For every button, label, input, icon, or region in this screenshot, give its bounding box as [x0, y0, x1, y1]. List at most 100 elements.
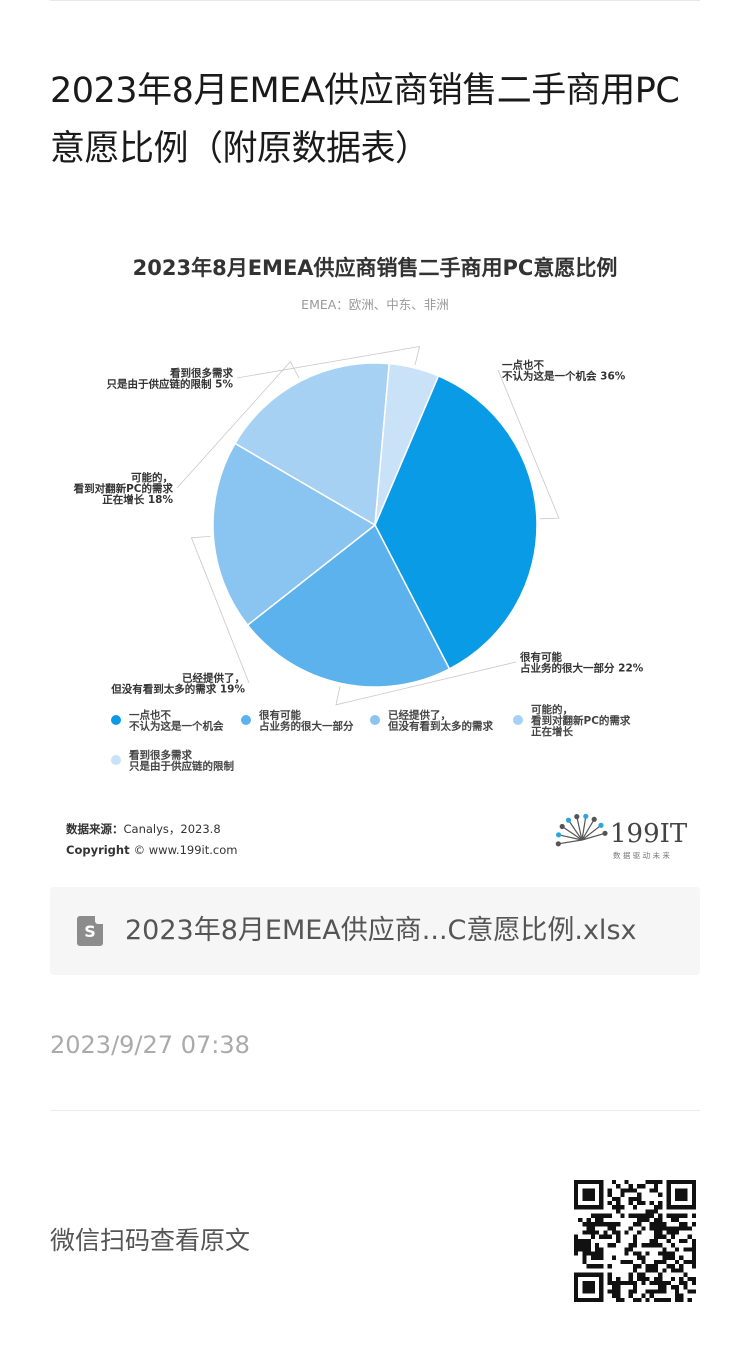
- qr-module: [611, 1230, 617, 1235]
- qr-module: [599, 1247, 604, 1252]
- qr-module: [632, 1188, 638, 1193]
- pie-slice: [374, 362, 440, 526]
- qr-module: [590, 1205, 596, 1210]
- qr-module: [658, 1297, 663, 1302]
- qr-module: [624, 1259, 629, 1265]
- qr-module: [582, 1247, 587, 1252]
- qr-module: [595, 1251, 600, 1256]
- qr-module: [683, 1192, 688, 1197]
- qr-module: [658, 1272, 663, 1277]
- qr-module: [611, 1222, 617, 1227]
- qr-module: [574, 1297, 579, 1302]
- qr-module: [666, 1196, 671, 1202]
- qr-module: [637, 1217, 642, 1223]
- legend-label: 不认为这是一个机会: [129, 720, 224, 733]
- qr-module: [574, 1251, 579, 1256]
- qr-module: [620, 1280, 625, 1286]
- qr-module: [599, 1272, 604, 1277]
- qr-module: [691, 1222, 696, 1227]
- qr-module: [658, 1213, 663, 1218]
- qr-module: [674, 1259, 680, 1265]
- qr-module: [670, 1251, 675, 1256]
- qr-module: [658, 1222, 663, 1227]
- qr-module: [645, 1251, 650, 1256]
- qr-module: [670, 1217, 675, 1223]
- qr-module: [691, 1255, 696, 1260]
- qr-module: [637, 1276, 642, 1281]
- qr-module: [641, 1217, 646, 1223]
- qr-module: [607, 1188, 612, 1193]
- qr-module: [649, 1293, 654, 1298]
- qr-label: 微信扫码查看原文: [50, 1226, 251, 1255]
- qr-module: [599, 1184, 604, 1189]
- qr-module: [628, 1247, 633, 1252]
- qr-module: [687, 1289, 692, 1294]
- qr-module: [691, 1264, 696, 1269]
- qr-module: [624, 1251, 629, 1256]
- qr-module: [666, 1280, 671, 1286]
- qr-module: [674, 1188, 680, 1193]
- qr-module: [674, 1285, 680, 1290]
- qr-module: [607, 1243, 612, 1248]
- legend-label: 占业务的很大一部分: [259, 720, 354, 733]
- qr-module: [679, 1192, 684, 1197]
- qr-module: [683, 1205, 688, 1210]
- qr-module: [599, 1222, 604, 1227]
- qr-module: [679, 1255, 684, 1260]
- qr-module: [586, 1264, 591, 1269]
- legend-marker: [513, 715, 523, 725]
- qr-module: [595, 1247, 600, 1252]
- qr-module: [649, 1180, 654, 1185]
- attachment-card[interactable]: S 2023年8月EMEA供应商...C意愿比例.xlsx: [50, 887, 700, 975]
- qr-module: [624, 1247, 629, 1252]
- qr-module: [607, 1192, 612, 1197]
- qr-module: [616, 1234, 621, 1239]
- qr-module: [574, 1180, 579, 1185]
- legend-label: 正在增长: [531, 725, 573, 738]
- qr-module: [674, 1217, 680, 1223]
- qr-module: [620, 1188, 625, 1193]
- qr-module: [578, 1205, 583, 1210]
- qr-module: [616, 1293, 621, 1298]
- qr-module: [670, 1255, 675, 1260]
- pie-slice-label: 不认为这是一个机会 36%: [502, 370, 626, 383]
- qr-module: [641, 1276, 646, 1281]
- qr-module: [662, 1297, 667, 1302]
- qr-module: [653, 1205, 659, 1210]
- qr-module: [658, 1251, 663, 1256]
- qr-module: [599, 1234, 604, 1239]
- qr-module: [632, 1234, 638, 1239]
- qr-module: [586, 1247, 591, 1252]
- qr-module: [645, 1209, 650, 1214]
- qr-code[interactable]: [574, 1180, 696, 1302]
- pie-leader-line: [176, 360, 300, 489]
- qr-module: [666, 1264, 671, 1269]
- qr-module: [662, 1251, 667, 1256]
- qr-module: [653, 1276, 659, 1281]
- qr-module: [649, 1238, 654, 1244]
- pie-slice-label: 占业务的很大一部分 22%: [520, 662, 644, 675]
- pie-slice-label: 已经提供了，: [182, 672, 245, 685]
- qr-module: [683, 1180, 688, 1185]
- qr-module: [628, 1276, 633, 1281]
- qr-module: [653, 1297, 659, 1302]
- attachment-file-name[interactable]: 2023年8月EMEA供应商...C意愿比例.xlsx: [125, 915, 637, 946]
- qr-module: [649, 1209, 654, 1214]
- pie-slice: [212, 442, 377, 627]
- legend-label: 只是由于供应链的限制: [129, 760, 234, 773]
- qr-module: [628, 1243, 633, 1248]
- qr-module: [637, 1192, 642, 1197]
- qr-module: [687, 1259, 692, 1265]
- qr-module: [582, 1285, 587, 1290]
- qr-module: [653, 1234, 659, 1239]
- qr-module: [637, 1222, 642, 1227]
- qr-module: [683, 1196, 688, 1202]
- qr-module: [641, 1293, 646, 1298]
- qr-module: [586, 1196, 591, 1202]
- qr-module: [645, 1276, 650, 1281]
- qr-module: [620, 1213, 625, 1218]
- qr-module: [683, 1285, 688, 1290]
- qr-module: [590, 1188, 596, 1193]
- qr-module: [679, 1180, 684, 1185]
- qr-module: [616, 1201, 621, 1206]
